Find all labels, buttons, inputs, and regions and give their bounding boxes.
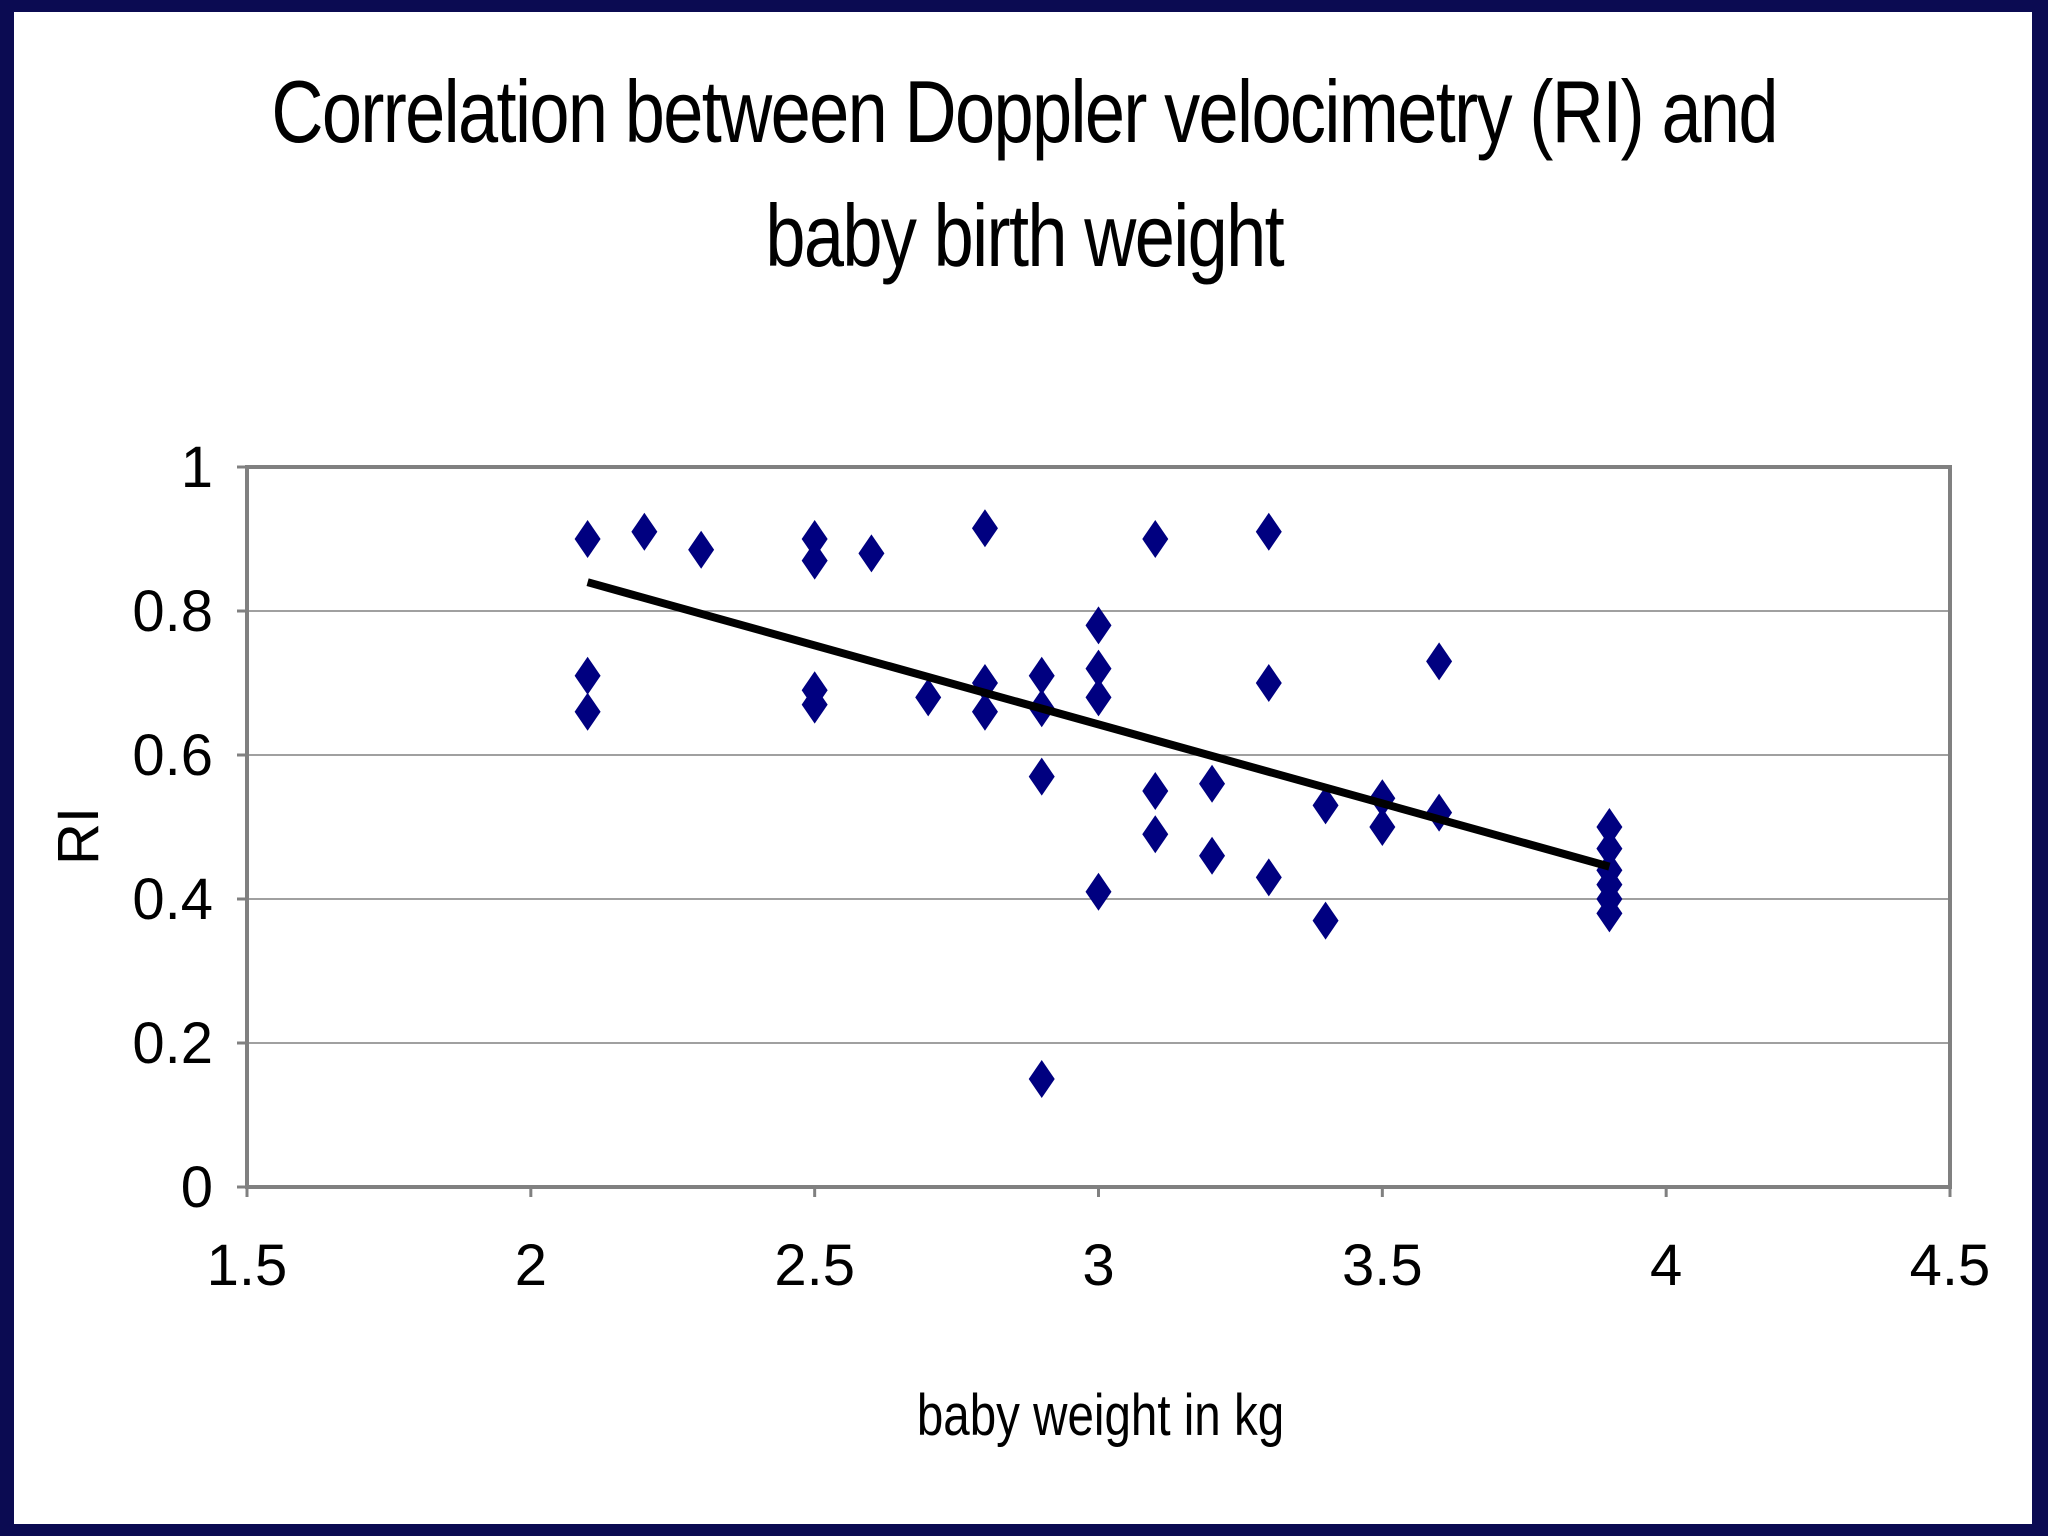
y-tick-label: 0.8 — [132, 579, 213, 644]
data-point — [574, 520, 601, 558]
y-tick-label: 0.4 — [132, 867, 213, 932]
data-point — [631, 512, 658, 551]
slide-background — [14, 12, 2032, 1524]
data-point — [971, 509, 998, 548]
data-points — [574, 509, 1623, 1098]
data-point — [1199, 764, 1226, 803]
data-point — [1312, 901, 1339, 940]
x-tick-label: 3 — [1082, 1233, 1114, 1298]
data-point — [1255, 512, 1282, 551]
data-point — [1142, 772, 1169, 810]
data-point — [688, 530, 715, 569]
data-point — [1255, 858, 1282, 897]
data-point — [1312, 786, 1339, 825]
x-tick-label: 4.5 — [1910, 1233, 1991, 1298]
data-point — [1255, 664, 1282, 702]
data-point — [1085, 606, 1112, 645]
data-point — [801, 685, 828, 724]
chart-title-line-1: Correlation between Doppler velocimetry … — [271, 62, 1778, 161]
data-point — [1596, 829, 1623, 868]
y-tick-label: 1 — [181, 435, 213, 500]
data-point — [1085, 649, 1112, 688]
y-axis-title: RI — [46, 807, 111, 865]
x-tick-label: 2 — [515, 1233, 547, 1298]
data-point — [971, 692, 998, 731]
y-tick-label: 0.6 — [132, 723, 213, 788]
data-point — [801, 541, 828, 580]
y-axis-ticks: 0 0.2 0.4 0.6 0.8 1 — [132, 435, 247, 1220]
data-point — [1142, 520, 1169, 558]
data-point — [858, 534, 885, 573]
data-point — [1085, 872, 1112, 911]
data-point — [1369, 808, 1396, 846]
data-point — [801, 520, 828, 558]
data-point — [1085, 678, 1112, 717]
x-tick-label: 4 — [1650, 1233, 1682, 1298]
data-point — [1426, 642, 1453, 681]
data-point — [1028, 656, 1055, 695]
chart-title-line-2: baby birth weight — [765, 186, 1284, 285]
x-tick-label: 1.5 — [207, 1233, 288, 1298]
data-point — [574, 656, 601, 695]
gridlines — [247, 610, 1950, 1044]
data-point — [1199, 836, 1226, 875]
chart-title: Correlation between Doppler velocimetry … — [185, 50, 1864, 298]
x-tick-label: 3.5 — [1342, 1233, 1423, 1298]
y-tick-label: 0.2 — [132, 1011, 213, 1076]
data-point — [574, 692, 601, 731]
data-point — [1028, 1060, 1055, 1098]
x-axis-title: baby weight in kg — [917, 1384, 1284, 1449]
data-point — [915, 678, 942, 717]
plot-area-border — [245, 465, 1952, 1189]
trendline — [586, 578, 1611, 871]
x-axis-ticks: 1.5 2 2.5 3 3.5 4 4.5 — [207, 1187, 1991, 1298]
data-point — [1596, 894, 1623, 933]
x-tick-label: 2.5 — [774, 1233, 855, 1298]
data-point — [1028, 757, 1055, 796]
data-point — [1142, 815, 1169, 854]
data-point — [1596, 808, 1623, 846]
y-tick-label: 0 — [181, 1155, 213, 1220]
